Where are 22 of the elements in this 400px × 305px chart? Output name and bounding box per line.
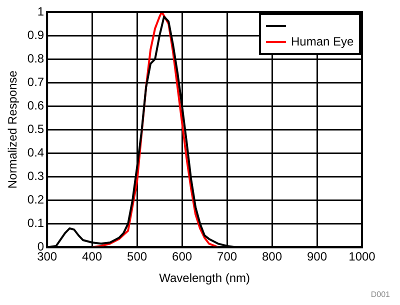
x-tick-label: 600 [172, 250, 192, 264]
y-tick-label: 0.3 [27, 168, 44, 183]
x-tick-label: 900 [306, 250, 328, 264]
y-tick-label: 1 [37, 4, 44, 18]
x-tick-label: 300 [37, 250, 58, 264]
legend-label: Human Eye [291, 34, 354, 48]
y-tick-label: 0.8 [27, 51, 44, 66]
x-tick-label: 500 [127, 250, 148, 264]
x-tick-label: 800 [262, 250, 282, 264]
y-tick-label: 0.6 [27, 98, 44, 112]
y-tick-label: 0.1 [27, 216, 44, 230]
x-axis-title: Wavelength (nm) [159, 271, 250, 286]
y-tick-label: 0.7 [27, 74, 44, 89]
y-tick-label: 0.5 [27, 122, 44, 136]
y-tick-label: 0.2 [27, 192, 44, 206]
text: D001 [370, 290, 390, 299]
x-tick-label: 400 [82, 250, 102, 264]
x-tick-label: 700 [217, 250, 238, 264]
y-axis-title: Normalized Response [6, 70, 20, 189]
y-tick-label: 0.9 [27, 28, 44, 42]
y-tick-label: 0.4 [27, 145, 44, 160]
x-tick-label: 1000 [348, 250, 376, 264]
